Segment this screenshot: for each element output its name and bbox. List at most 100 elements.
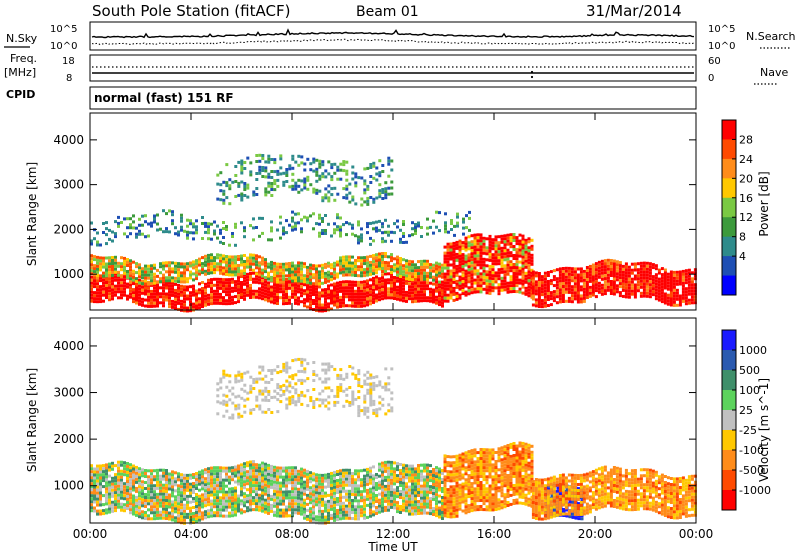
heatmap-cell	[333, 228, 336, 232]
heatmap-cell	[291, 466, 294, 470]
heatmap-cell	[518, 242, 522, 246]
freq-unit-label: [MHz]	[4, 66, 36, 79]
heatmap-cell	[339, 478, 342, 482]
heatmap-cell	[237, 482, 240, 486]
heatmap-cell	[237, 294, 240, 298]
heatmap-cell	[381, 482, 384, 486]
heatmap-cell	[375, 166, 379, 170]
heatmap-cell	[342, 298, 345, 302]
heatmap-cell	[237, 181, 241, 185]
heatmap-cell	[120, 262, 123, 266]
heatmap-cell	[147, 282, 150, 286]
heatmap-cell	[129, 496, 132, 500]
heatmap-cell	[219, 277, 222, 281]
heatmap-cell	[330, 507, 333, 511]
heatmap-cell	[479, 278, 483, 282]
heatmap-cell	[509, 233, 513, 237]
heatmap-cell	[633, 274, 637, 278]
heatmap-cell	[315, 299, 318, 303]
heatmap-cell	[327, 172, 331, 176]
heatmap-cell	[297, 472, 300, 476]
heatmap-cell	[198, 497, 201, 501]
heatmap-cell	[585, 296, 589, 299]
heatmap-cell	[120, 274, 123, 278]
heatmap-cell	[276, 293, 279, 296]
heatmap-cell	[321, 220, 324, 223]
heatmap-cell	[470, 291, 474, 295]
heatmap-cell	[294, 224, 297, 228]
heatmap-cell	[690, 280, 694, 284]
heatmap-cell	[132, 500, 135, 504]
heatmap-cell	[99, 259, 102, 263]
heatmap-cell	[609, 262, 613, 265]
heatmap-cell	[390, 287, 393, 291]
heatmap-cell	[285, 278, 288, 281]
heatmap-cell	[171, 276, 174, 280]
heatmap-cell	[105, 278, 108, 281]
heatmap-cell	[279, 280, 282, 284]
heatmap-cell	[120, 508, 123, 512]
heatmap-cell	[612, 292, 616, 296]
heatmap-cell	[279, 284, 282, 288]
heatmap-cell	[468, 228, 471, 232]
heatmap-cell	[204, 272, 207, 276]
heatmap-cell	[207, 473, 210, 477]
heatmap-cell	[420, 287, 423, 291]
heatmap-cell	[449, 242, 453, 246]
heatmap-cell	[402, 235, 405, 238]
heatmap-cell	[123, 464, 126, 468]
heatmap-cell	[153, 505, 156, 509]
heatmap-cell	[195, 481, 198, 484]
heatmap-cell	[198, 500, 201, 504]
heatmap-cell	[546, 295, 550, 298]
heatmap-cell	[171, 518, 174, 522]
heatmap-cell	[446, 284, 450, 288]
heatmap-cell	[360, 298, 363, 302]
heatmap-cell	[348, 498, 351, 502]
heatmap-cell	[561, 276, 565, 279]
heatmap-cell	[669, 276, 673, 280]
heatmap-cell	[111, 276, 114, 280]
heatmap-cell	[132, 278, 135, 282]
heatmap-cell	[105, 463, 108, 467]
heatmap-cell	[405, 497, 408, 501]
heatmap-cell	[105, 233, 108, 237]
heatmap-cell	[120, 290, 123, 294]
heatmap-cell	[633, 286, 637, 290]
heatmap-cell	[279, 496, 282, 500]
heatmap-cell	[243, 235, 246, 239]
heatmap-cell	[108, 498, 111, 502]
heatmap-cell	[321, 476, 324, 480]
heatmap-cell	[270, 464, 273, 468]
heatmap-cell	[530, 244, 534, 248]
heatmap-cell	[282, 299, 285, 303]
heatmap-cell	[150, 493, 153, 497]
heatmap-cell	[171, 503, 174, 507]
heatmap-cell	[192, 488, 195, 491]
heatmap-cell	[558, 267, 562, 271]
heatmap-cell	[521, 252, 525, 256]
heatmap-cell	[693, 289, 697, 293]
heatmap-cell	[558, 282, 562, 286]
heatmap-cell	[402, 502, 405, 506]
heatmap-cell	[615, 278, 619, 282]
heatmap-cell	[204, 495, 207, 499]
heatmap-cell	[336, 177, 340, 181]
heatmap-cell	[330, 504, 333, 508]
heatmap-cell	[491, 244, 495, 248]
heatmap-cell	[312, 511, 315, 515]
heatmap-cell	[231, 261, 234, 265]
heatmap-cell	[126, 294, 129, 298]
heatmap-cell	[479, 260, 483, 264]
heatmap-cell	[198, 303, 201, 307]
heatmap-cell	[488, 273, 492, 277]
heatmap-cell	[270, 275, 273, 279]
heatmap-cell	[141, 489, 144, 493]
heatmap-cell	[93, 282, 96, 286]
heatmap-cell	[360, 239, 363, 243]
heatmap-cell	[108, 283, 111, 287]
heatmap-cell	[159, 277, 162, 281]
heatmap-cell	[399, 280, 402, 284]
heatmap-cell	[348, 489, 351, 493]
heatmap-cell	[225, 281, 228, 285]
